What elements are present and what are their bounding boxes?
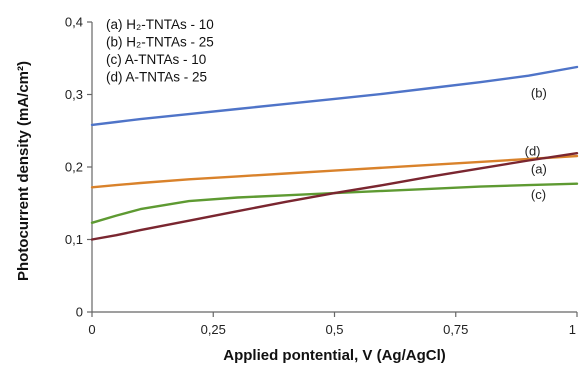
axes: 0 0,1 0,2 0,3 0,4 0 0,25 0,5 0,75 1: [65, 15, 578, 337]
y-tick-label: 0: [76, 305, 83, 320]
y-tick-label: 0,2: [65, 160, 83, 175]
series-layer: [90, 65, 579, 241]
curve-label-b: (b): [531, 86, 547, 101]
y-axis-title: Photocurrent density (mA/cm²): [15, 61, 32, 281]
x-tick-label: 0,25: [201, 322, 226, 337]
series-line-c: [90, 182, 579, 225]
series-line-b: [90, 65, 579, 127]
x-tick-label: 0,5: [325, 322, 343, 337]
curve-label-c: (c): [531, 187, 546, 202]
series-line-d: [90, 151, 579, 241]
x-axis-title: Applied pontential, V (Ag/AgCl): [223, 347, 445, 364]
y-tick-label: 0,3: [65, 87, 83, 102]
legend-entry: (b) H₂-TNTAs - 25: [106, 35, 214, 50]
series-line-a: [90, 154, 579, 189]
x-tick-label: 1: [569, 322, 576, 337]
x-tick-label: 0,75: [443, 322, 468, 337]
legend-entry: (a) H₂-TNTAs - 10: [106, 17, 214, 32]
y-tick-label: 0,4: [65, 15, 83, 30]
legend-entry: (d) A-TNTAs - 25: [106, 70, 207, 85]
curve-label-d: (d): [525, 144, 541, 159]
legend-entry: (c) A-TNTAs - 10: [106, 52, 206, 67]
legend: (a) H₂-TNTAs - 10 (b) H₂-TNTAs - 25 (c) A-…: [106, 17, 214, 85]
curve-labels: (a) (b) (c) (d): [525, 86, 547, 203]
y-tick-label: 0,1: [65, 232, 83, 247]
curve-label-a: (a): [531, 162, 547, 177]
x-tick-label: 0: [88, 322, 95, 337]
